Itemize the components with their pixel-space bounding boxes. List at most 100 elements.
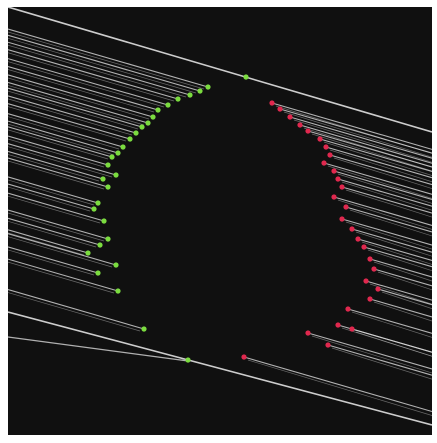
right-marker xyxy=(343,204,349,210)
track-line-right xyxy=(365,280,432,301)
right-marker xyxy=(327,152,333,158)
track-line-right xyxy=(337,178,432,207)
right-marker xyxy=(331,194,337,200)
right-marker xyxy=(367,256,373,262)
track-line-left-faint xyxy=(8,123,115,156)
track-line-right-faint xyxy=(369,283,432,305)
track-line-left-faint xyxy=(8,85,145,126)
left-marker xyxy=(155,107,161,113)
track-line-right-faint xyxy=(337,173,432,204)
track-line-left xyxy=(8,74,154,118)
left-marker xyxy=(205,84,211,90)
track-line-right-faint xyxy=(351,311,432,338)
track-line-right xyxy=(333,196,432,226)
track-line-right xyxy=(369,298,432,318)
left-marker xyxy=(127,136,133,142)
right-marker xyxy=(339,184,345,190)
right-marker xyxy=(335,176,341,182)
track-line-right xyxy=(307,130,432,168)
track-line-right xyxy=(369,258,432,278)
right-marker xyxy=(297,122,303,128)
track-line-right-faint xyxy=(373,261,432,282)
track-line-left-faint xyxy=(8,44,187,98)
left-marker xyxy=(101,218,107,224)
track-line-left-faint xyxy=(8,249,95,276)
track-line-right xyxy=(325,146,432,179)
track-line-right xyxy=(307,332,432,370)
left-marker xyxy=(105,236,111,242)
track-line-left-faint xyxy=(8,61,165,108)
left-marker xyxy=(105,162,111,168)
left-marker xyxy=(109,154,115,160)
track-line-right xyxy=(373,268,432,287)
track-line-right-faint xyxy=(381,291,432,309)
track-line-right xyxy=(319,138,432,173)
track-line-right-faint xyxy=(329,149,432,183)
right-marker xyxy=(367,296,373,302)
left-marker xyxy=(187,92,193,98)
right-marker xyxy=(345,306,351,312)
track-line-right-faint xyxy=(293,119,432,163)
track-line-left-faint xyxy=(8,129,109,160)
track-line-left-faint xyxy=(8,90,139,130)
right-marker xyxy=(363,278,369,284)
left-marker xyxy=(85,250,91,256)
track-line-right xyxy=(377,288,432,306)
track-line-left xyxy=(8,34,201,92)
right-marker xyxy=(277,106,283,112)
track-line-left xyxy=(8,135,109,166)
right-marker xyxy=(321,160,327,166)
track-line-right xyxy=(243,356,432,413)
dark-scene xyxy=(8,7,432,435)
track-line-right xyxy=(347,308,432,334)
left-marker xyxy=(185,357,191,363)
track-line-left-faint xyxy=(8,160,105,190)
track-line-right xyxy=(289,116,432,159)
track-line-right xyxy=(351,328,432,353)
right-marker xyxy=(361,244,367,250)
right-marker xyxy=(269,100,275,106)
track-line-left-faint xyxy=(8,186,91,212)
track-line-right xyxy=(341,186,432,214)
track-line-right-faint xyxy=(333,157,432,189)
track-line-lower-left xyxy=(8,336,189,362)
track-line-left-faint xyxy=(8,220,97,248)
right-marker xyxy=(375,286,381,292)
track-line-right xyxy=(333,170,432,200)
track-line-left xyxy=(8,217,101,246)
right-marker xyxy=(287,114,293,120)
left-marker xyxy=(133,130,139,136)
track-line-left xyxy=(8,28,209,88)
left-marker xyxy=(115,150,121,156)
track-line-left-faint xyxy=(8,106,127,142)
right-marker xyxy=(325,342,331,348)
left-marker xyxy=(105,184,111,190)
right-marker xyxy=(339,216,345,222)
track-line-left-faint xyxy=(8,261,115,294)
left-marker xyxy=(165,102,171,108)
track-line-left-faint xyxy=(8,116,120,150)
left-marker xyxy=(115,288,121,294)
track-line-left xyxy=(8,233,117,266)
track-line-right-faint xyxy=(311,133,432,172)
right-marker xyxy=(241,354,247,360)
track-line-left-faint xyxy=(8,236,113,268)
track-line-left xyxy=(8,229,89,254)
track-line-left-faint xyxy=(8,212,105,242)
track-line-left xyxy=(8,289,145,330)
track-line-right xyxy=(357,238,432,261)
track-line-right xyxy=(271,102,432,150)
track-line-left xyxy=(8,126,113,158)
track-lines-canvas xyxy=(8,7,432,426)
track-line-left xyxy=(8,65,159,111)
track-line-left xyxy=(8,143,117,176)
track-line-left-faint xyxy=(8,154,100,182)
right-marker xyxy=(317,136,323,142)
track-line-left xyxy=(8,103,131,140)
track-line-right xyxy=(351,228,432,253)
right-marker xyxy=(349,226,355,232)
right-marker xyxy=(323,144,329,150)
track-line-left xyxy=(8,58,169,106)
track-line-left xyxy=(8,81,149,124)
